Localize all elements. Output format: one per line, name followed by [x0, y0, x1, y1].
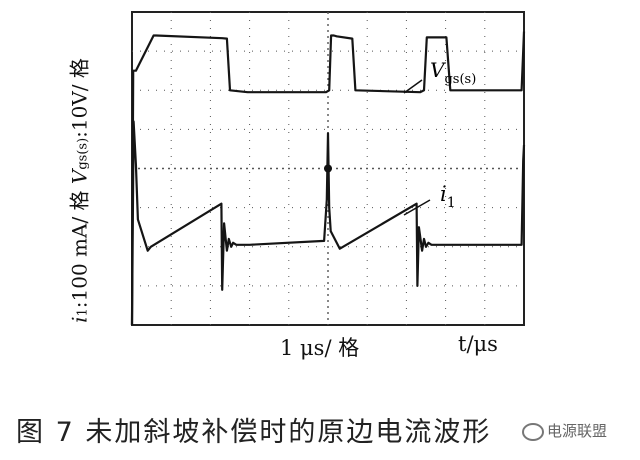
y-axis-label: i1:100 mA/ 格 Vgs(s):10V/ 格	[67, 58, 92, 323]
watermark-text: 电源联盟	[547, 422, 608, 440]
watermark: 电源联盟	[522, 420, 607, 441]
scope-traces	[130, 31, 526, 326]
figure-caption: 图 7 未加斜坡补偿时的原边电流波形	[16, 417, 492, 448]
trace-vgs-s-	[130, 31, 526, 326]
wechat-logo-icon	[522, 422, 544, 441]
x-division-label: 1 μs/ 格	[280, 336, 360, 360]
vgs-label: Vgs(s)	[430, 58, 476, 87]
trigger-marker	[324, 164, 332, 173]
trace-i1	[130, 120, 526, 326]
i1-label-pointer	[403, 199, 431, 216]
vgs-label-pointer	[403, 79, 423, 94]
i1-label: i1	[440, 182, 456, 211]
x-axis-label: t/μs	[458, 332, 498, 356]
